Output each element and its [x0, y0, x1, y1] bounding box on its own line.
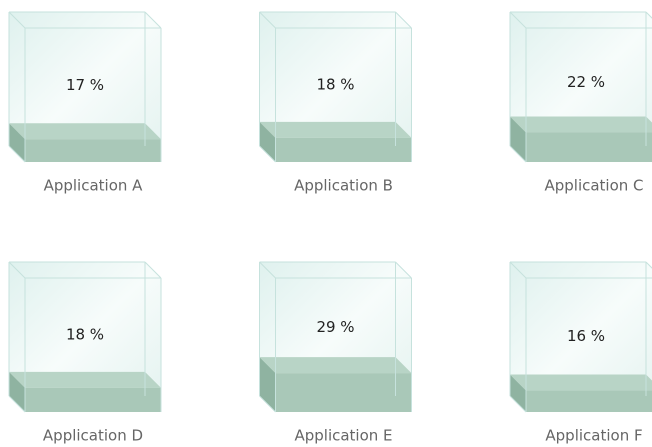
value-label: 22 %: [567, 73, 605, 91]
category-label: Application A: [44, 177, 144, 195]
liquid: [259, 121, 412, 162]
value-label: 29 %: [316, 318, 354, 336]
liquid-part: [275, 373, 412, 412]
glass-edge: [395, 11, 412, 29]
glass-edge: [8, 261, 26, 279]
glass-edge: [259, 145, 276, 163]
liquid-part: [259, 357, 412, 374]
liquid-part: [259, 121, 276, 162]
liquid-part: [9, 371, 161, 388]
liquid-part: [275, 137, 412, 162]
liquid-part: [9, 123, 161, 140]
glass-edge: [259, 395, 276, 413]
liquid: [510, 116, 652, 162]
liquid: [9, 123, 161, 162]
value-label: 16 %: [567, 327, 605, 345]
category-label: Application C: [544, 177, 643, 195]
glass-edge: [8, 395, 26, 413]
glass-edge: [509, 11, 527, 29]
value-label: 17 %: [66, 76, 104, 94]
liquid-part: [25, 387, 161, 412]
value-label: 18 %: [316, 75, 354, 93]
category-label: Application E: [294, 427, 392, 445]
glass-edge: [645, 11, 652, 19]
glass-edge: [509, 261, 527, 279]
glass-back: [510, 262, 652, 412]
liquid-part: [259, 357, 276, 412]
liquid-part: [526, 390, 652, 412]
liquid-part: [526, 132, 652, 162]
liquid-part: [510, 116, 526, 162]
glass-edge: [509, 395, 527, 413]
liquid: [9, 371, 161, 412]
value-label: 18 %: [66, 325, 104, 343]
glass-edge: [645, 261, 652, 269]
glass-edge: [144, 11, 162, 29]
liquid-part: [510, 116, 652, 133]
glass-edge: [8, 11, 26, 29]
category-label: Application D: [43, 427, 143, 445]
liquid-part: [510, 374, 526, 412]
glass-edge: [144, 261, 162, 279]
glass-edge: [8, 145, 26, 163]
category-label: Application B: [294, 177, 393, 195]
liquid-part: [259, 121, 412, 138]
liquid: [259, 357, 412, 412]
glass-edge: [509, 145, 527, 163]
liquid: [510, 374, 652, 412]
category-label: Application F: [545, 427, 642, 445]
liquid-part: [9, 123, 25, 162]
liquid-part: [510, 374, 652, 391]
liquid-part: [9, 371, 25, 412]
glass-edge: [259, 11, 276, 29]
glass-edge: [259, 261, 276, 279]
liquid-part: [25, 139, 161, 162]
glass-edge: [395, 261, 412, 279]
